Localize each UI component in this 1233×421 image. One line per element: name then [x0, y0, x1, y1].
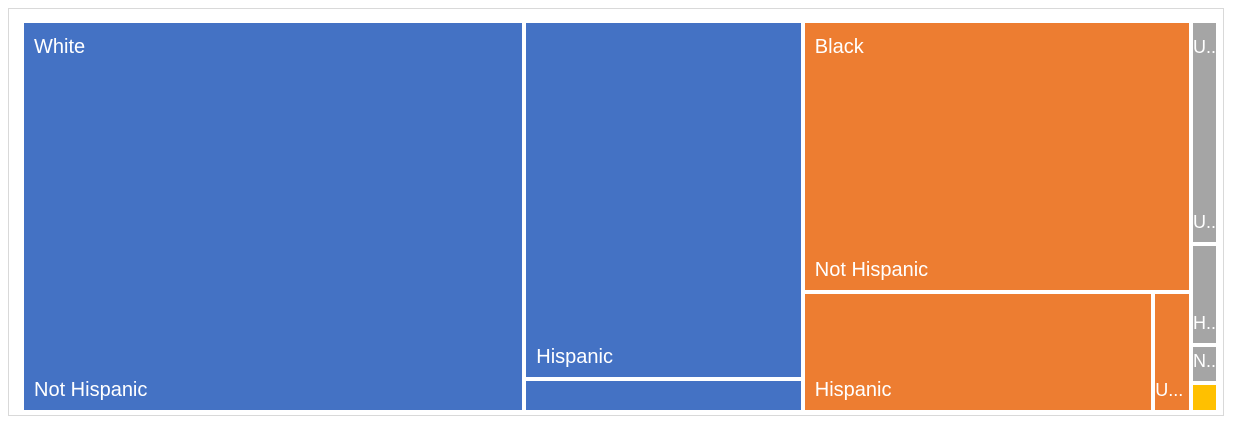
tile-label: N...: [1193, 350, 1216, 371]
treemap-tile-other-u: U... U...: [1193, 23, 1216, 243]
treemap-tile-yellow: [1193, 384, 1216, 410]
treemap-tile-white-other: [526, 381, 801, 410]
tile-label: U...: [1155, 379, 1184, 400]
treemap-chart: White Not Hispanic Hispanic Black Not Hispan…: [24, 23, 1216, 410]
tile-label: U...: [1193, 212, 1216, 233]
group-label: Black: [814, 36, 864, 58]
group-label: U...: [1193, 37, 1216, 57]
tile-label: Hispanic: [536, 346, 613, 369]
treemap-tile-not-hispanic: Black Not Hispanic: [804, 23, 1190, 291]
tile-label: Hispanic: [814, 378, 892, 401]
treemap-tile-hispanic: Hispanic: [804, 294, 1152, 410]
tile-label: Not Hispanic: [34, 379, 148, 401]
treemap-tile-other-n: N...: [1193, 347, 1216, 381]
tile-label: H...: [1193, 313, 1216, 333]
treemap-tile-other-h: H...: [1193, 246, 1216, 343]
group-label: White: [34, 36, 86, 58]
treemap-tile-black-u: U...: [1155, 294, 1190, 410]
treemap-tile-hispanic: Hispanic: [526, 23, 801, 378]
treemap-tile-not-hispanic: White Not Hispanic: [24, 23, 523, 410]
tile-label: Not Hispanic: [814, 259, 929, 282]
